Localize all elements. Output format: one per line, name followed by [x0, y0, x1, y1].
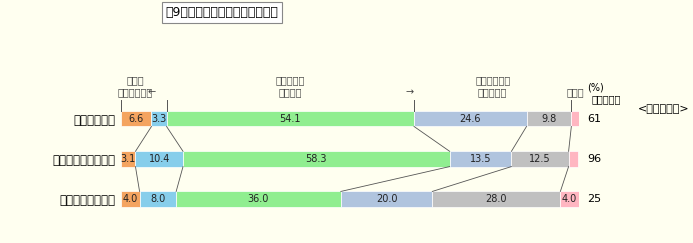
Text: 4.0: 4.0	[562, 194, 577, 204]
Bar	[121, 111, 152, 126]
Bar	[432, 191, 561, 207]
Bar	[450, 151, 511, 166]
Text: 問9　現在の生活の経済的な状況: 問9 現在の生活の経済的な状況	[166, 6, 278, 19]
Bar	[527, 111, 571, 126]
Text: どちらとも
いえない: どちらとも いえない	[276, 75, 305, 98]
Text: 3.3: 3.3	[151, 114, 166, 124]
Text: 61: 61	[587, 114, 601, 124]
Bar	[561, 191, 579, 207]
Text: 4.0: 4.0	[123, 194, 138, 204]
Bar	[121, 191, 139, 207]
Text: 13.5: 13.5	[470, 154, 491, 164]
Bar	[568, 151, 578, 166]
Text: →: →	[405, 87, 414, 98]
Text: 24.6: 24.6	[459, 114, 481, 124]
Bar	[135, 151, 183, 166]
Text: 10.4: 10.4	[148, 154, 170, 164]
Bar	[139, 191, 176, 207]
Bar	[152, 111, 166, 126]
Bar	[183, 151, 450, 166]
Text: 生活にとても
困っている: 生活にとても 困っている	[475, 75, 510, 98]
Text: 96: 96	[587, 154, 601, 164]
Text: <パネル調査>: <パネル調査>	[638, 104, 690, 114]
Text: 8.0: 8.0	[150, 194, 166, 204]
Bar	[571, 111, 579, 126]
Bar	[166, 111, 414, 126]
Text: 12.5: 12.5	[529, 154, 551, 164]
Text: 裕福な
ほうだと思う: 裕福な ほうだと思う	[117, 75, 152, 98]
Text: 58.3: 58.3	[306, 154, 327, 164]
Text: (%): (%)	[587, 82, 604, 93]
Text: 28.0: 28.0	[486, 194, 507, 204]
Text: ←: ←	[148, 87, 155, 98]
Bar	[121, 151, 135, 166]
Text: 3.1: 3.1	[121, 154, 136, 164]
Text: 36.0: 36.0	[248, 194, 269, 204]
Bar	[511, 151, 568, 166]
Text: 54.1: 54.1	[279, 114, 301, 124]
Text: 20.0: 20.0	[376, 194, 397, 204]
Text: 無回答: 無回答	[566, 87, 584, 98]
Bar	[176, 191, 341, 207]
Text: 25: 25	[587, 194, 601, 204]
Text: サンプル数: サンプル数	[592, 95, 621, 105]
Bar	[414, 111, 527, 126]
Text: 9.8: 9.8	[541, 114, 556, 124]
Bar	[341, 191, 432, 207]
Text: 6.6: 6.6	[129, 114, 144, 124]
